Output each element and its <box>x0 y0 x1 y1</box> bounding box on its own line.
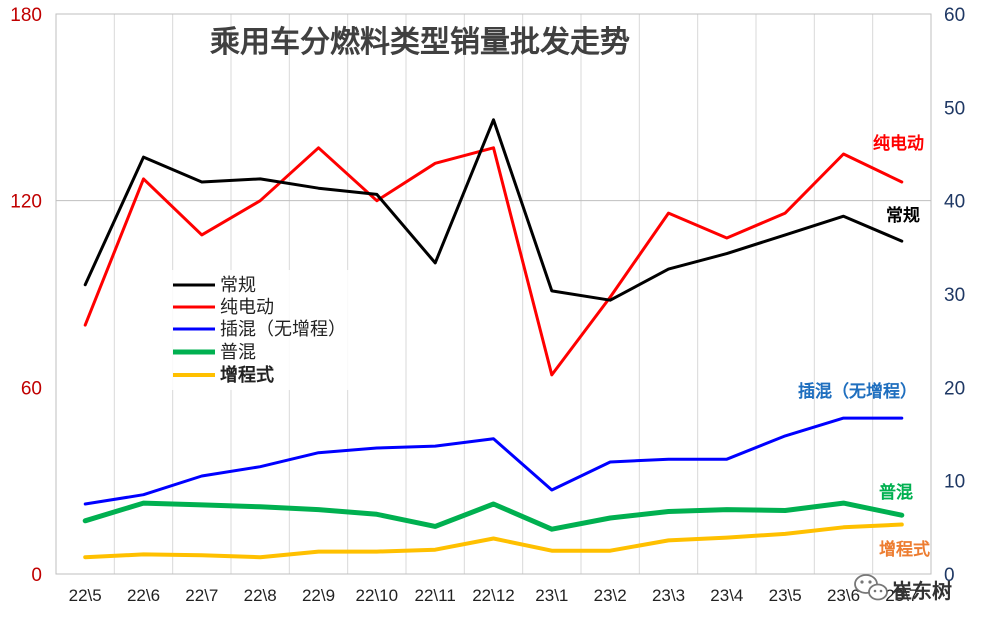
series-line-0 <box>83 118 904 302</box>
legend-label-bev: 纯电动 <box>220 297 274 318</box>
left-y-axis: 0 60 120 180 <box>10 5 42 586</box>
end-label-hev: 普混 <box>879 482 913 503</box>
right-axis-tick-label: 0 <box>944 565 955 586</box>
x-axis-tick-label: 22\5 <box>69 586 102 605</box>
wechat-icon <box>854 574 888 601</box>
x-axis-tick-label: 22\7 <box>185 586 218 605</box>
watermark-text: 崔东树 <box>892 579 952 603</box>
watermark: 崔东树 <box>854 574 952 603</box>
left-axis-tick-label: 180 <box>10 5 42 26</box>
left-axis-tick-label: 120 <box>10 192 42 213</box>
chart-title: 乘用车分燃料类型销量批发走势 <box>210 25 630 60</box>
legend-label-hev: 普混 <box>220 342 256 363</box>
right-axis-tick-label: 20 <box>944 378 965 399</box>
right-axis-tick-label: 50 <box>944 98 965 119</box>
x-axis-tick-label: 22\10 <box>356 586 399 605</box>
plot-area-border <box>55 13 932 575</box>
right-axis-tick-label: 60 <box>944 5 965 26</box>
series-line-4 <box>83 522 904 560</box>
series-end-labels: 纯电动 常规 插混（无增程） 普混 增程式 <box>798 133 930 560</box>
x-axis-tick-label: 23\1 <box>535 586 568 605</box>
left-axis-tick-label: 0 <box>31 565 42 586</box>
x-axis-tick-label: 23\4 <box>710 586 743 605</box>
right-axis-tick-label: 30 <box>944 285 965 306</box>
end-label-phev: 插混（无增程） <box>798 381 917 402</box>
end-label-regular: 常规 <box>886 205 920 226</box>
legend-label-phev: 插混（无增程） <box>220 319 346 340</box>
series-line-2 <box>83 416 904 506</box>
end-label-erev: 增程式 <box>879 539 930 560</box>
x-axis-tick-label: 22\9 <box>302 586 335 605</box>
x-axis-tick-label: 23\2 <box>594 586 627 605</box>
right-axis-tick-label: 40 <box>944 192 965 213</box>
right-y-axis: 0 10 20 30 40 50 60 <box>944 5 965 586</box>
x-axis-tick-label: 22\6 <box>127 586 160 605</box>
x-axis-tick-label: 22\11 <box>415 586 456 605</box>
x-axis-tick-label: 23\7 <box>885 586 918 605</box>
x-axis-tick-label: 22\12 <box>472 586 515 605</box>
end-label-bev: 纯电动 <box>873 133 924 154</box>
legend-label-regular: 常规 <box>220 275 256 296</box>
series-line-3 <box>82 500 905 532</box>
left-axis-tick-label: 60 <box>21 378 42 399</box>
right-axis-tick-label: 10 <box>944 472 965 493</box>
series-lines <box>82 118 905 560</box>
legend-label-erev: 增程式 <box>220 364 274 386</box>
gridlines <box>56 14 931 574</box>
x-axis: 22\5 22\6 22\7 22\8 22\9 22\10 22\11 22\12 23\1 2… <box>69 586 919 605</box>
x-axis-tick-label: 23\6 <box>827 586 860 605</box>
series-line-1 <box>83 146 904 377</box>
x-axis-tick-label: 23\5 <box>769 586 802 605</box>
x-axis-tick-label: 22\8 <box>244 586 277 605</box>
legend: 常规 纯电动 插混（无增程） 普混 增程式 <box>168 270 368 390</box>
x-axis-tick-label: 23\3 <box>652 586 685 605</box>
